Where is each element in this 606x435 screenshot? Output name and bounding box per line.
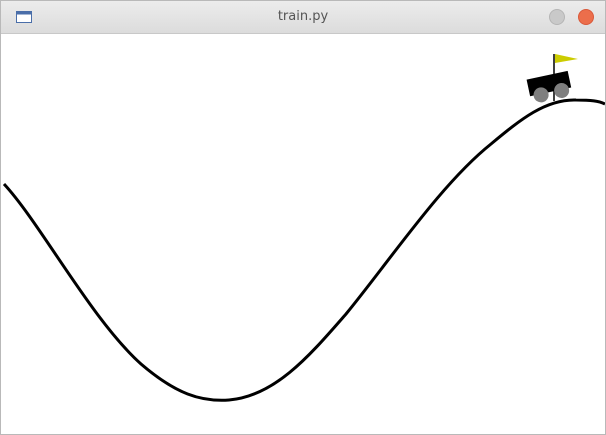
title-bar[interactable]: train.py <box>1 1 605 34</box>
game-scene <box>2 54 605 402</box>
car-rear-wheel <box>533 87 549 103</box>
flag <box>555 54 578 63</box>
game-canvas <box>1 34 605 434</box>
car-front-wheel <box>554 83 570 99</box>
close-button[interactable] <box>578 9 594 25</box>
window-title: train.py <box>277 9 329 24</box>
window-icon <box>16 11 32 23</box>
mountain-track <box>2 98 605 402</box>
minimize-button[interactable] <box>549 9 565 25</box>
car <box>526 70 572 103</box>
